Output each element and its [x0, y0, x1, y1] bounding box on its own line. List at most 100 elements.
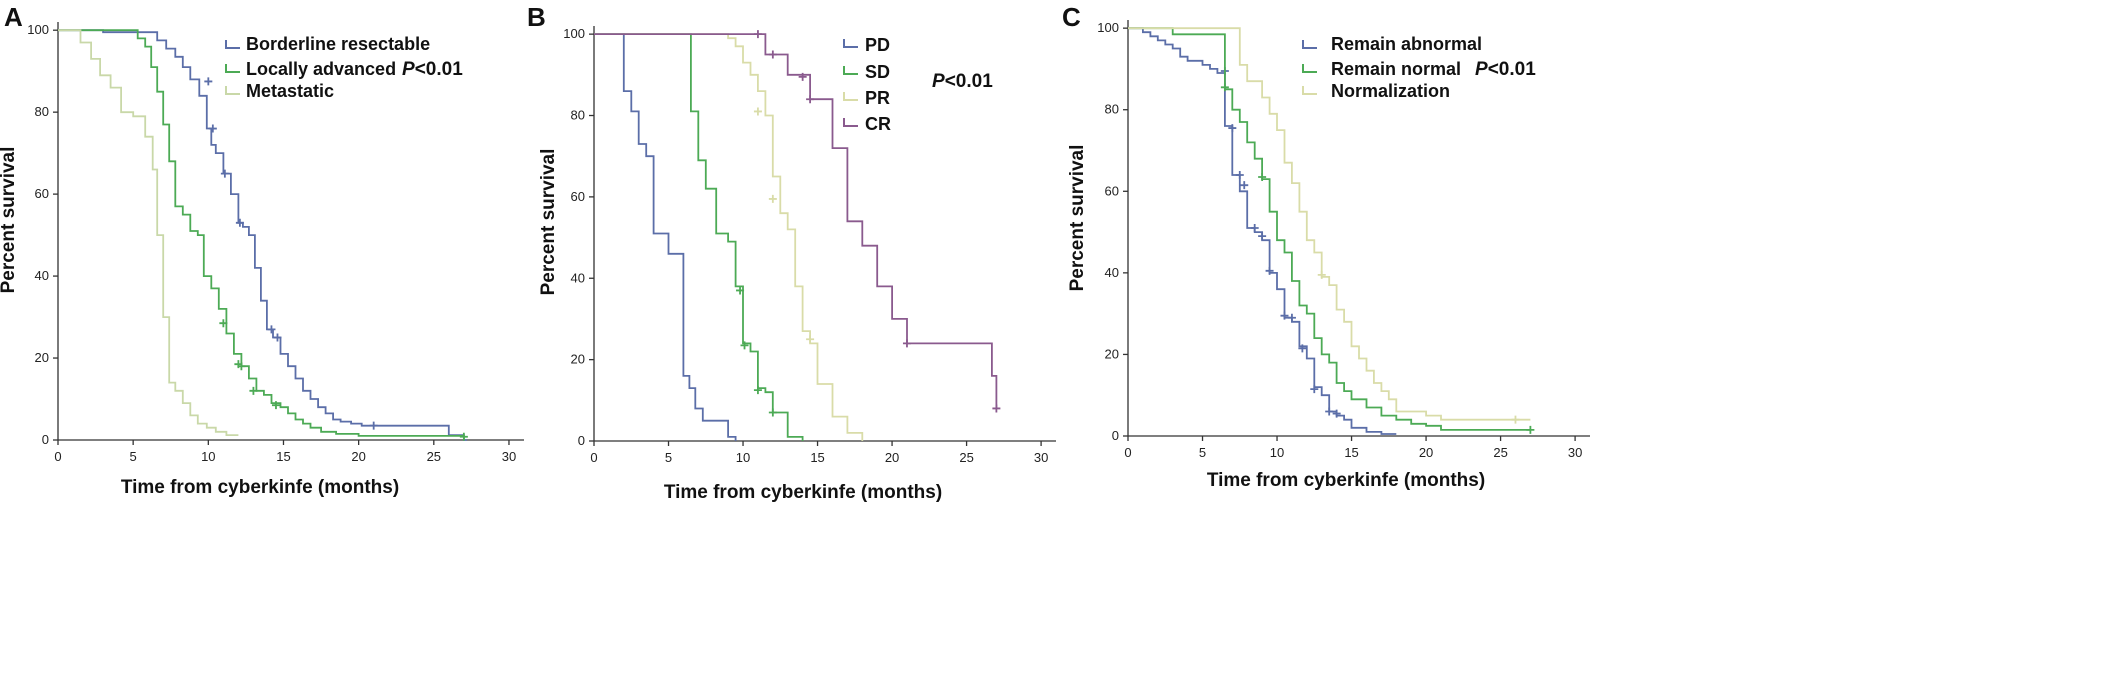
panel-a: A 0 5 10 15 20 25 30 0 20 40 60 80 100 Time from cy… [0, 2, 524, 498]
legend-swatch-cr [843, 118, 858, 127]
curve-normalization [1128, 27, 1531, 421]
panel-a-x-tick-label: 0 [54, 449, 61, 464]
legend-label-sd: SD [865, 62, 890, 82]
legend-item-remain-normal: Remain normal [1302, 59, 1461, 79]
legend-item-sd: SD [843, 62, 890, 82]
panel-b-p-value: P<0.01 [932, 71, 993, 92]
panel-a-y-tick-label: 0 [42, 432, 49, 447]
censor-mark-borderline-resectable [204, 77, 213, 86]
legend-swatch-borderline-resectable [225, 40, 240, 49]
panel-c-y-tick-label: 80 [1105, 102, 1119, 117]
censor-mark-locally-advanced [219, 319, 228, 328]
panel-b-x-tick-label: 30 [1034, 450, 1048, 465]
legend-swatch-metastatic [225, 86, 240, 95]
panel-c-y-tick-label: 20 [1105, 346, 1119, 361]
censor-mark-remain-abnormal [1325, 407, 1334, 416]
censor-mark-cr [992, 404, 1001, 413]
censor-mark-pr [768, 194, 777, 203]
panel-b-legend: PD SD PR CR [843, 35, 891, 134]
panel-c-legend: Remain abnormal Remain normal Normalizat… [1302, 34, 1482, 101]
legend-item-locally-advanced: Locally advanced [225, 59, 396, 79]
censor-mark-cr [806, 95, 815, 104]
censor-mark-cr [753, 30, 762, 39]
panel-c-y-tick-label: 100 [1097, 20, 1119, 35]
panel-b-curves [594, 30, 1001, 441]
censor-mark-remain-abnormal [1240, 181, 1249, 190]
panel-c-y-axis-title: Percent survival [1067, 145, 1088, 292]
legend-label-remain-normal: Remain normal [1331, 59, 1461, 79]
panel-a-curves [58, 29, 468, 441]
legend-item-borderline-resectable: Borderline resectable [225, 34, 430, 54]
panel-c-x-tick-label: 30 [1568, 445, 1582, 460]
censor-mark-sd [740, 341, 749, 350]
censor-mark-locally-advanced [271, 401, 280, 410]
panel-c-x-axis-title: Time from cyberkinfe (months) [1207, 470, 1485, 491]
panel-c-p-value: P<0.01 [1475, 59, 1536, 80]
panel-b-x-tick-label: 25 [959, 450, 973, 465]
panel-a-y-tick-label: 100 [27, 22, 49, 37]
panel-c-y-axis: 0 20 40 60 80 100 [1097, 20, 1129, 443]
censor-mark-locally-advanced [459, 432, 468, 441]
censor-mark-remain-abnormal [1258, 232, 1267, 241]
censor-mark-locally-advanced [249, 386, 258, 395]
panel-b-x-tick-label: 15 [810, 450, 824, 465]
legend-swatch-remain-abnormal [1302, 40, 1317, 49]
censor-mark-remain-abnormal [1332, 409, 1341, 418]
curve-locally-advanced [58, 29, 465, 440]
legend-label-borderline-resectable: Borderline resectable [246, 34, 430, 54]
panel-c: C 0 5 10 15 20 25 30 0 20 40 60 80 100 Time from cy… [1062, 2, 1590, 491]
panel-a-y-axis-title: Percent survival [0, 147, 19, 294]
panel-b-x-axis: 0 5 10 15 20 25 30 [590, 440, 1056, 465]
panel-c-x-tick-label: 10 [1270, 445, 1284, 460]
curve-remain-abnormal [1128, 27, 1397, 435]
panel-b: B 0 5 10 15 20 25 30 0 20 40 60 80 100 Time from cy… [527, 2, 1056, 503]
legend-swatch-pr [843, 92, 858, 101]
panel-a-y-tick-label: 80 [35, 104, 49, 119]
censor-mark-normalization [1511, 415, 1520, 424]
censor-mark-remain-abnormal [1235, 170, 1244, 179]
legend-label-cr: CR [865, 114, 891, 134]
panel-c-x-tick-label: 15 [1344, 445, 1358, 460]
panel-c-x-tick-label: 5 [1199, 445, 1206, 460]
censor-mark-remain-normal [1258, 173, 1267, 182]
legend-item-normalization: Normalization [1302, 81, 1450, 101]
panel-b-y-axis-title: Percent survival [538, 149, 559, 296]
legend-swatch-remain-normal [1302, 64, 1317, 73]
curve-sd [594, 33, 804, 441]
panel-c-y-tick-label: 40 [1105, 265, 1119, 280]
legend-swatch-pd [843, 39, 858, 48]
panel-c-y-tick-label: 0 [1112, 428, 1119, 443]
legend-label-metastatic: Metastatic [246, 81, 334, 101]
curve-pr [594, 33, 864, 441]
panel-b-x-tick-label: 5 [665, 450, 672, 465]
censor-mark-pr [753, 107, 762, 116]
panel-b-y-tick-label: 0 [578, 433, 585, 448]
censor-mark-locally-advanced [237, 362, 246, 371]
legend-swatch-locally-advanced [225, 64, 240, 73]
curve-pd [594, 33, 737, 441]
censor-mark-remain-abnormal [1287, 313, 1296, 322]
censor-mark-cr [798, 72, 807, 81]
legend-label-pr: PR [865, 88, 890, 108]
panel-b-y-tick-label: 80 [571, 108, 585, 123]
panel-a-x-axis: 0 5 10 15 20 25 30 [54, 439, 524, 464]
panel-c-letter: C [1062, 2, 1081, 32]
panel-a-legend: Borderline resectable Locally advanced M… [225, 34, 430, 101]
censor-mark-borderline-resectable [267, 325, 276, 334]
panel-c-x-tick-label: 0 [1124, 445, 1131, 460]
panel-b-x-axis-title: Time from cyberkinfe (months) [664, 482, 942, 503]
censor-mark-cr [902, 339, 911, 348]
panel-c-x-axis: 0 5 10 15 20 25 30 [1124, 435, 1590, 460]
legend-item-cr: CR [843, 114, 891, 134]
censor-mark-remain-normal [1526, 425, 1535, 434]
censor-mark-remain-abnormal [1265, 266, 1274, 275]
censor-mark-normalization [1317, 270, 1326, 279]
legend-label-pd: PD [865, 35, 890, 55]
censor-mark-remain-abnormal [1298, 344, 1307, 353]
censor-mark-sd [736, 286, 745, 295]
curve-metastatic [58, 29, 239, 436]
censor-mark-pr [806, 335, 815, 344]
censor-mark-borderline-resectable [235, 218, 244, 227]
legend-item-pd: PD [843, 35, 890, 55]
panel-a-y-tick-label: 40 [35, 268, 49, 283]
